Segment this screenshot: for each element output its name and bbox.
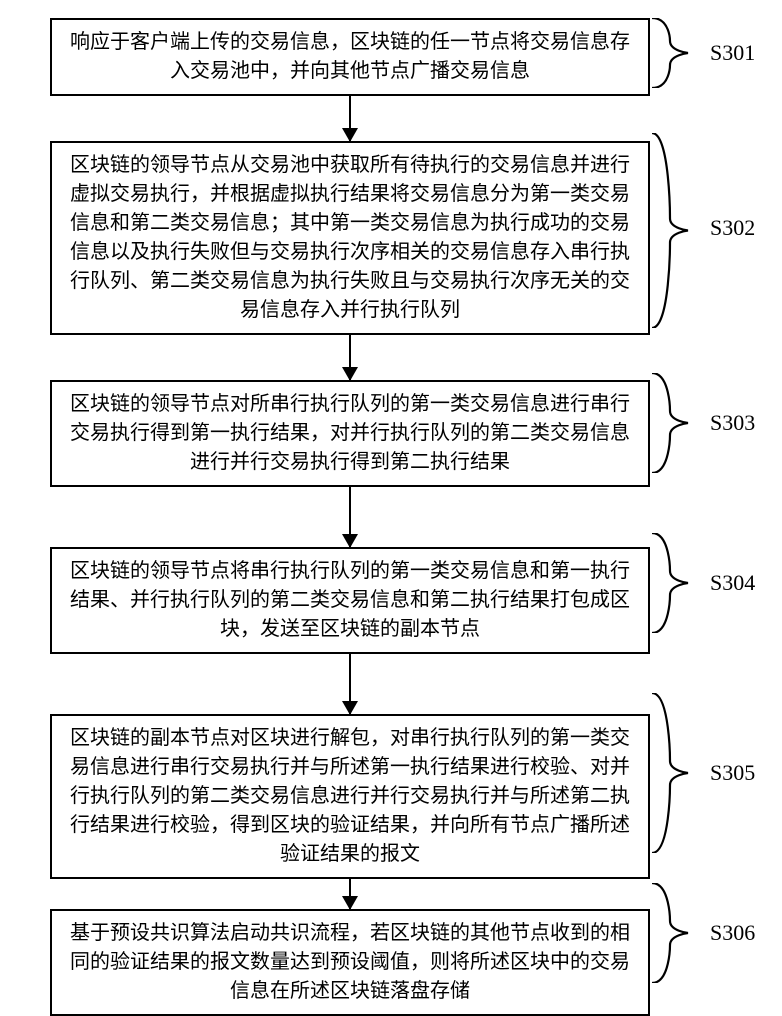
step-label-s306: S306 (710, 920, 755, 946)
step-text: 区块链的领导节点对所串行执行队列的第一类交易信息进行串行交易执行得到第一执行结果… (66, 390, 634, 477)
flow-arrow (349, 487, 351, 547)
flow-step-s303: 区块链的领导节点对所串行执行队列的第一类交易信息进行串行交易执行得到第一执行结果… (50, 380, 650, 487)
flow-step-s302: 区块链的领导节点从交易池中获取所有待执行的交易信息并进行虚拟交易执行，并根据虚拟… (50, 141, 650, 335)
step-text: 基于预设共识算法启动共识流程，若区块链的其他节点收到的相同的验证结果的报文数量达… (66, 919, 634, 1006)
flow-step-s301: 响应于客户端上传的交易信息，区块链的任一节点将交易信息存入交易池中，并向其他节点… (50, 18, 650, 96)
flow-step-s304: 区块链的领导节点将串行执行队列的第一类交易信息和第一执行结果、并行执行队列的第二… (50, 547, 650, 654)
step-text: 区块链的领导节点从交易池中获取所有待执行的交易信息并进行虚拟交易执行，并根据虚拟… (66, 151, 634, 325)
flow-arrow (349, 654, 351, 714)
step-label-s303: S303 (710, 410, 755, 436)
flow-arrow (349, 335, 351, 380)
step-label-s302: S302 (710, 215, 755, 241)
flow-arrow (349, 879, 351, 909)
step-text: 区块链的领导节点将串行执行队列的第一类交易信息和第一执行结果、并行执行队列的第二… (66, 557, 634, 644)
step-text: 区块链的副本节点对区块进行解包，对串行执行队列的第一类交易信息进行串行交易执行并… (66, 724, 634, 869)
step-text: 响应于客户端上传的交易信息，区块链的任一节点将交易信息存入交易池中，并向其他节点… (66, 28, 634, 86)
step-label-s304: S304 (710, 570, 755, 596)
step-label-s301: S301 (710, 40, 755, 66)
step-label-s305: S305 (710, 760, 755, 786)
flowchart-container: 响应于客户端上传的交易信息，区块链的任一节点将交易信息存入交易池中，并向其他节点… (50, 18, 650, 1016)
flow-step-s305: 区块链的副本节点对区块进行解包，对串行执行队列的第一类交易信息进行串行交易执行并… (50, 714, 650, 879)
flow-arrow (349, 96, 351, 141)
